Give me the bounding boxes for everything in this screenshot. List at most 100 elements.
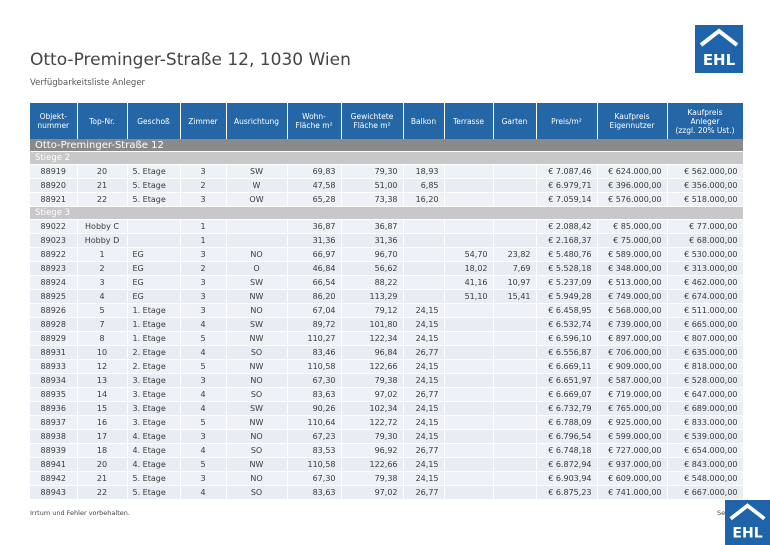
cell: NW	[226, 331, 288, 346]
cell: € 741.000,00	[597, 485, 668, 500]
cell: € 706.000,00	[597, 345, 668, 360]
data-row: 88936 15 3. Etage 4 SW 90,26 102,34 24,15 € 6.73…	[30, 401, 744, 416]
cell: 36,87	[341, 219, 404, 234]
cell: € 818.000,00	[667, 359, 744, 374]
cell: NW	[226, 289, 288, 304]
cell: 67,04	[287, 303, 342, 318]
cell	[493, 485, 537, 500]
cell: 26,77	[403, 443, 445, 458]
cell: 79,30	[341, 429, 404, 444]
cell: 88934	[30, 373, 78, 388]
column-header: Kaufpreis Eigennutzer	[597, 103, 668, 139]
cell: € 6.788,09	[536, 415, 598, 430]
cell	[444, 303, 494, 318]
cell: 20	[77, 457, 128, 472]
cell: € 530.000,00	[667, 247, 744, 262]
cell: € 599.000,00	[597, 429, 668, 444]
cell: 97,02	[341, 387, 404, 402]
cell: € 5.237,09	[536, 275, 598, 290]
cell: € 2.088,42	[536, 219, 598, 234]
cell: € 589.000,00	[597, 247, 668, 262]
cell: 88923	[30, 261, 78, 276]
cell	[444, 359, 494, 374]
cell	[493, 429, 537, 444]
cell	[444, 415, 494, 430]
subtitle: Verfügbarkeitsliste Anleger	[30, 78, 146, 88]
cell: 88931	[30, 345, 78, 360]
cell	[493, 164, 537, 179]
cell: 10,97	[493, 275, 537, 290]
cell: € 6.872,94	[536, 457, 598, 472]
cell	[493, 178, 537, 193]
cell	[493, 233, 537, 248]
cell: € 587.000,00	[597, 373, 668, 388]
cell	[403, 219, 445, 234]
cell: 16	[77, 415, 128, 430]
cell: 3. Etage	[127, 373, 181, 388]
cell: 69,83	[287, 164, 342, 179]
cell: 88,22	[341, 275, 404, 290]
cell: € 843.000,00	[667, 457, 744, 472]
cell: 86,20	[287, 289, 342, 304]
cell: 21	[77, 178, 128, 193]
logo-text: EHL	[732, 526, 762, 542]
cell: € 6.796,54	[536, 429, 598, 444]
cell	[127, 233, 181, 248]
cell: 67,23	[287, 429, 342, 444]
cell: € 396.000,00	[597, 178, 668, 193]
cell: 8	[77, 331, 128, 346]
cell: 3	[180, 429, 227, 444]
cell: € 75.000,00	[597, 233, 668, 248]
cell: 89022	[30, 219, 78, 234]
cell: 122,34	[341, 331, 404, 346]
section-label: Stiege 2	[30, 151, 744, 165]
cell: 23,82	[493, 247, 537, 262]
cell: 4. Etage	[127, 457, 181, 472]
cell	[226, 219, 288, 234]
cell: € 6.732,79	[536, 401, 598, 416]
cell: 3	[180, 373, 227, 388]
cell	[444, 219, 494, 234]
cell: € 937.000,00	[597, 457, 668, 472]
cell: 88938	[30, 429, 78, 444]
data-row: 88935 14 3. Etage 4 SO 83,63 97,02 26,77 € 6.669…	[30, 387, 744, 402]
cell: € 654.000,00	[667, 443, 744, 458]
cell	[444, 317, 494, 332]
cell: 2. Etage	[127, 359, 181, 374]
cell: 122,66	[341, 359, 404, 374]
cell: 1. Etage	[127, 317, 181, 332]
cell: € 5.949,28	[536, 289, 598, 304]
cell: 14	[77, 387, 128, 402]
data-row: 88938 17 4. Etage 3 NO 67,23 79,30 24,15 € 6.796…	[30, 429, 744, 444]
cell	[444, 192, 494, 207]
cell: 96,84	[341, 345, 404, 360]
cell: 56,62	[341, 261, 404, 276]
cell: 4	[180, 317, 227, 332]
cell: 110,27	[287, 331, 342, 346]
cell	[444, 164, 494, 179]
cell: 79,12	[341, 303, 404, 318]
cell: 22	[77, 485, 128, 500]
cell: 24,15	[403, 331, 445, 346]
cell: € 765.000,00	[597, 401, 668, 416]
cell: 3	[77, 275, 128, 290]
data-row: 88922 1 EG 3 NO 66,97 96,70 54,70 23,82 € 5.480,7…	[30, 247, 744, 262]
cell: 1. Etage	[127, 331, 181, 346]
cell: 2. Etage	[127, 345, 181, 360]
cell: EG	[127, 275, 181, 290]
cell: € 313.000,00	[667, 261, 744, 276]
cell: € 6.651,97	[536, 373, 598, 388]
cell	[444, 471, 494, 486]
cell: € 6.596,10	[536, 331, 598, 346]
cell: 96,92	[341, 443, 404, 458]
cell	[444, 387, 494, 402]
cell: 88919	[30, 164, 78, 179]
cell	[403, 247, 445, 262]
cell: 67,30	[287, 471, 342, 486]
cell: 79,30	[341, 164, 404, 179]
data-row: 88934 13 3. Etage 3 NO 67,30 79,38 24,15 € 6.651…	[30, 373, 744, 388]
cell: 31,36	[287, 233, 342, 248]
cell: 3	[180, 303, 227, 318]
section-label: Stiege 3	[30, 206, 744, 220]
column-header: Preis/m²	[536, 103, 598, 139]
